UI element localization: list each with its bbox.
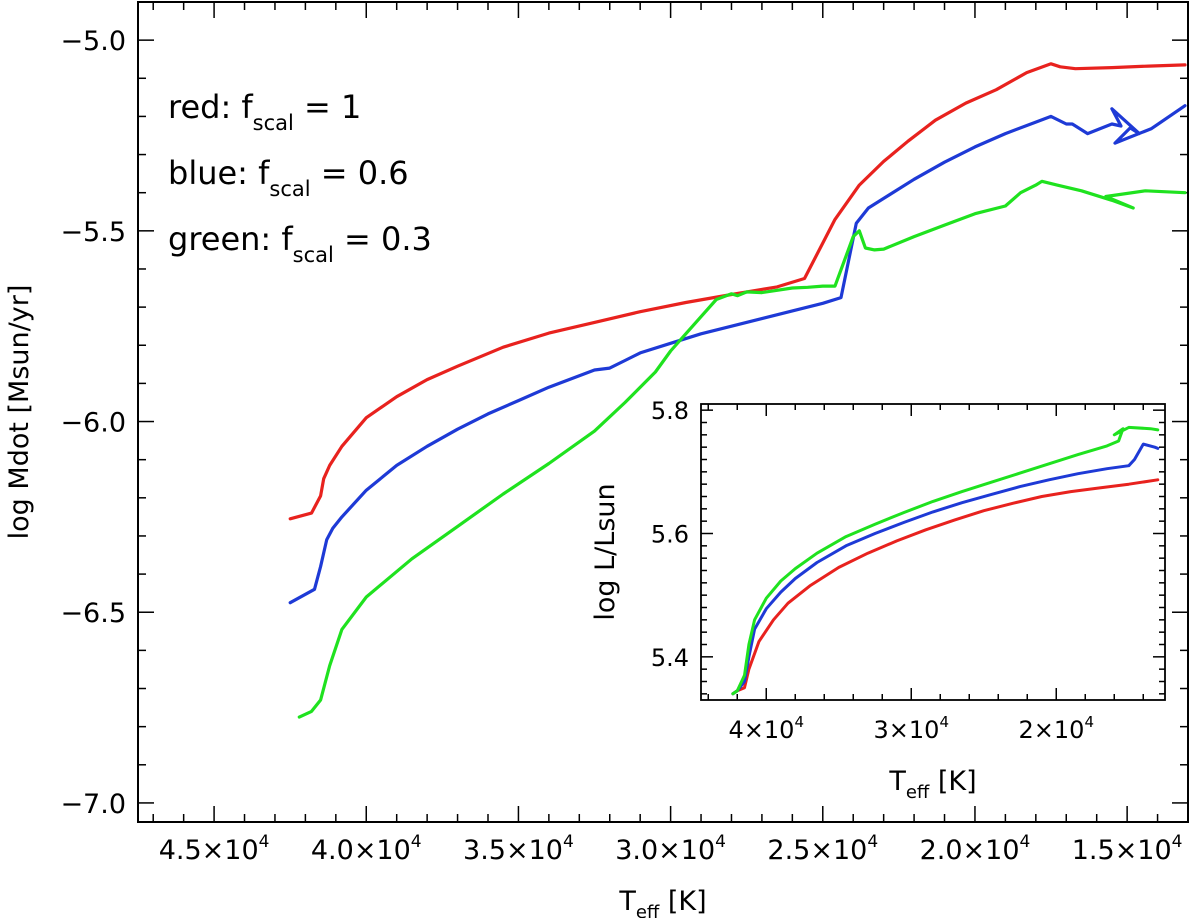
inset-y-tick-label: 5.4 — [651, 644, 689, 672]
main-y-tick-label: −5.5 — [60, 217, 126, 248]
main-plot-frame — [137, 1, 1189, 823]
legend-entry: blue: fscal = 0.6 — [168, 154, 409, 201]
inset-series-line-0 — [731, 478, 1160, 696]
legend-entry: green: fscal = 0.3 — [168, 220, 432, 267]
main-x-axis-title: Teff [K] — [618, 886, 706, 918]
inset-series-line-1 — [731, 442, 1160, 696]
main-y-tick-label: −5.0 — [60, 26, 126, 57]
main-x-tick-label: 3.5×104 — [463, 832, 574, 866]
inset-y-tick-label: 5.8 — [651, 397, 689, 425]
inset-plot-frame — [700, 403, 1166, 701]
main-x-tick-label: 2.0×104 — [920, 832, 1031, 866]
main-y-tick-label: −7.0 — [60, 789, 126, 820]
main-x-tick-label: 2.5×104 — [767, 832, 878, 866]
main-x-tick-label: 4.5×104 — [159, 832, 270, 866]
main-x-tick-label: 1.5×104 — [1072, 832, 1183, 866]
main-y-tick-label: −6.0 — [60, 408, 126, 439]
inset-y-tick-label: 5.6 — [651, 521, 689, 549]
inset-y-axis-title: log L/Lsun — [590, 483, 621, 620]
inset-x-tick-label: 3×104 — [874, 713, 949, 744]
inset-series-line-2 — [731, 425, 1160, 696]
main-x-tick-label: 4.0×104 — [311, 832, 422, 866]
inset-background — [701, 404, 1165, 700]
main-series-line-1 — [288, 104, 1187, 605]
inset-x-axis-title: Teff [K] — [888, 766, 976, 803]
main-x-tick-label: 3.0×104 — [615, 832, 726, 866]
inset-x-tick-label: 4×104 — [729, 713, 804, 744]
main-plot: 4.5×104 4.0×104 3.5×104 3.0×104 2.5×104 2.0×1… — [4, 1, 1189, 918]
legend-entry: red: fscal = 1 — [168, 88, 361, 135]
inset-plot: 4×104 3×104 2×104 5.4 5.6 5.8 Teff [K] log L/Ls… — [590, 397, 1166, 803]
main-y-axis-title: log Mdot [Msun/yr] — [4, 285, 35, 540]
main-series-line-2 — [297, 179, 1187, 719]
main-y-tick-label: −6.5 — [60, 598, 126, 629]
inset-x-tick-label: 2×104 — [1019, 713, 1094, 744]
